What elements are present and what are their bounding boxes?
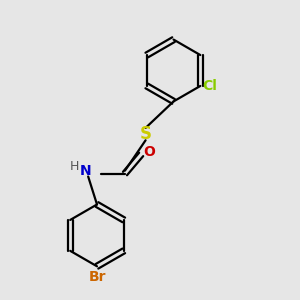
Text: H: H [70,160,80,173]
Text: O: O [143,146,155,159]
Text: N: N [80,164,91,178]
Text: Cl: Cl [203,79,218,93]
Text: S: S [140,125,152,143]
Text: Br: Br [88,270,106,284]
